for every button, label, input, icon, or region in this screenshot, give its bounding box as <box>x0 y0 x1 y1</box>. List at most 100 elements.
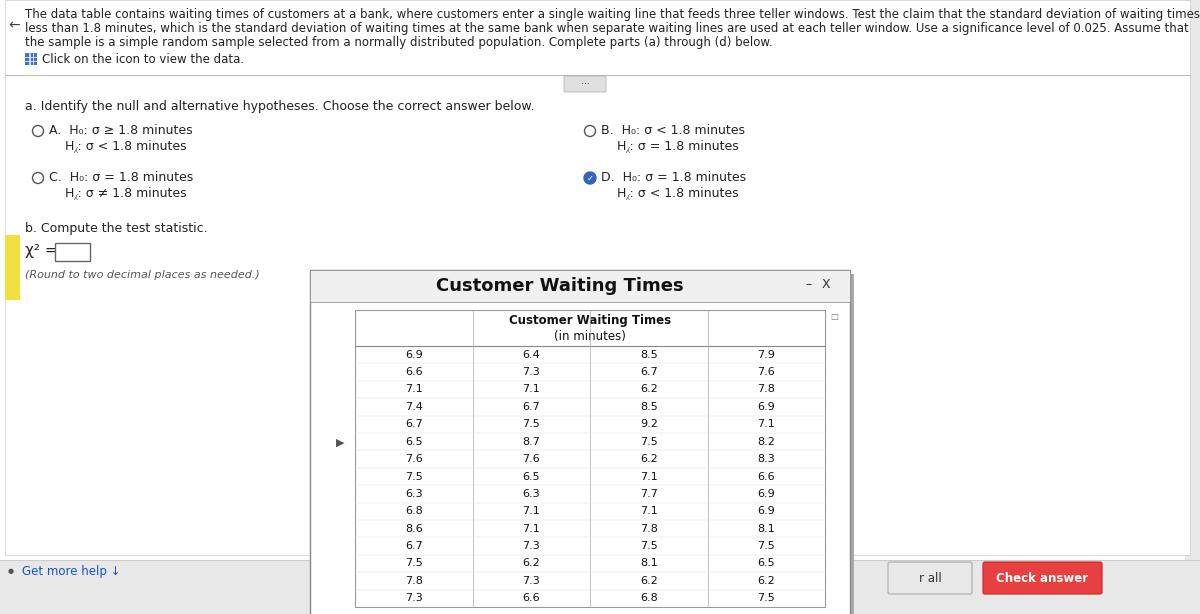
Text: 6.5: 6.5 <box>404 437 422 447</box>
Text: Customer Waiting Times: Customer Waiting Times <box>436 277 684 295</box>
Bar <box>5 235 20 300</box>
Text: 6.8: 6.8 <box>404 507 422 516</box>
FancyBboxPatch shape <box>564 76 606 92</box>
Text: 7.3: 7.3 <box>522 541 540 551</box>
Text: 8.1: 8.1 <box>757 524 775 534</box>
Text: less than 1.8 minutes, which is the standard deviation of waiting times at the s: less than 1.8 minutes, which is the stan… <box>25 22 1189 35</box>
Text: a. Identify the null and alternative hypotheses. Choose the correct answer below: a. Identify the null and alternative hyp… <box>25 100 534 113</box>
Text: H⁁: σ ≠ 1.8 minutes: H⁁: σ ≠ 1.8 minutes <box>49 187 187 200</box>
Text: 6.9: 6.9 <box>757 402 775 412</box>
Circle shape <box>584 172 596 184</box>
Text: C.  H₀: σ = 1.8 minutes: C. H₀: σ = 1.8 minutes <box>49 171 193 184</box>
Text: 6.3: 6.3 <box>404 489 422 499</box>
Text: 8.5: 8.5 <box>640 402 658 412</box>
Text: 7.1: 7.1 <box>640 472 658 481</box>
Text: ···: ··· <box>581 79 589 89</box>
Text: 7.5: 7.5 <box>640 541 658 551</box>
Text: H⁁: σ = 1.8 minutes: H⁁: σ = 1.8 minutes <box>601 140 739 153</box>
Text: ●: ● <box>8 568 14 574</box>
Text: H⁁: σ < 1.8 minutes: H⁁: σ < 1.8 minutes <box>49 140 187 153</box>
Bar <box>55 243 90 261</box>
Bar <box>310 270 850 302</box>
Text: (in minutes): (in minutes) <box>554 330 626 343</box>
Bar <box>25 53 37 65</box>
Text: 6.7: 6.7 <box>404 419 422 429</box>
Text: 7.3: 7.3 <box>404 593 422 604</box>
Text: A.  H₀: σ ≥ 1.8 minutes: A. H₀: σ ≥ 1.8 minutes <box>49 124 193 137</box>
Text: 9.2: 9.2 <box>640 419 658 429</box>
Text: 7.1: 7.1 <box>757 419 775 429</box>
Text: 6.2: 6.2 <box>640 454 658 464</box>
Text: Get more help ↓: Get more help ↓ <box>22 565 120 578</box>
Text: 7.5: 7.5 <box>404 559 422 569</box>
Text: 6.2: 6.2 <box>522 559 540 569</box>
Text: 7.6: 7.6 <box>522 454 540 464</box>
Text: 8.3: 8.3 <box>757 454 775 464</box>
Text: 7.5: 7.5 <box>757 541 775 551</box>
Text: 7.8: 7.8 <box>640 524 658 534</box>
Text: 7.3: 7.3 <box>522 367 540 377</box>
Text: 6.2: 6.2 <box>757 576 775 586</box>
Text: Check answer: Check answer <box>996 572 1088 585</box>
Text: 7.3: 7.3 <box>522 576 540 586</box>
Text: ←: ← <box>8 18 19 32</box>
Text: 7.5: 7.5 <box>757 593 775 604</box>
Text: b. Compute the test statistic.: b. Compute the test statistic. <box>25 222 208 235</box>
Text: the sample is a simple random sample selected from a normally distributed popula: the sample is a simple random sample sel… <box>25 36 773 49</box>
Text: H⁁: σ < 1.8 minutes: H⁁: σ < 1.8 minutes <box>601 187 739 200</box>
Text: 6.9: 6.9 <box>757 507 775 516</box>
Text: 6.6: 6.6 <box>522 593 540 604</box>
Text: 6.6: 6.6 <box>757 472 775 481</box>
Text: (Round to two decimal places as needed.): (Round to two decimal places as needed.) <box>25 270 259 280</box>
Bar <box>355 310 826 607</box>
Text: ▶: ▶ <box>336 438 344 448</box>
Text: 7.1: 7.1 <box>640 507 658 516</box>
Text: 8.5: 8.5 <box>640 350 658 360</box>
Text: 7.4: 7.4 <box>404 402 422 412</box>
Text: 7.6: 7.6 <box>404 454 422 464</box>
Text: 6.8: 6.8 <box>640 593 658 604</box>
Text: 7.1: 7.1 <box>522 507 540 516</box>
Text: Customer Waiting Times: Customer Waiting Times <box>509 314 671 327</box>
Text: 7.1: 7.1 <box>404 384 422 395</box>
Text: 6.2: 6.2 <box>640 384 658 395</box>
Text: 7.6: 7.6 <box>757 367 775 377</box>
Text: 7.5: 7.5 <box>522 419 540 429</box>
Text: 6.5: 6.5 <box>757 559 775 569</box>
Text: 6.4: 6.4 <box>522 350 540 360</box>
Text: □: □ <box>830 312 838 321</box>
Text: 7.9: 7.9 <box>757 350 775 360</box>
FancyBboxPatch shape <box>983 562 1102 594</box>
Text: The data table contains waiting times of customers at a bank, where customers en: The data table contains waiting times of… <box>25 8 1200 21</box>
FancyBboxPatch shape <box>888 562 972 594</box>
Text: r all: r all <box>919 572 941 585</box>
Text: 6.9: 6.9 <box>757 489 775 499</box>
Text: –: – <box>805 278 811 291</box>
Text: D.  H₀: σ = 1.8 minutes: D. H₀: σ = 1.8 minutes <box>601 171 746 184</box>
Text: B.  H₀: σ < 1.8 minutes: B. H₀: σ < 1.8 minutes <box>601 124 745 137</box>
Text: 6.5: 6.5 <box>522 472 540 481</box>
Text: ✓: ✓ <box>587 174 594 182</box>
Text: 7.5: 7.5 <box>404 472 422 481</box>
Text: 8.1: 8.1 <box>640 559 658 569</box>
Text: 7.8: 7.8 <box>757 384 775 395</box>
Text: 6.7: 6.7 <box>404 541 422 551</box>
Text: 7.1: 7.1 <box>522 524 540 534</box>
Text: 6.7: 6.7 <box>522 402 540 412</box>
Text: 7.1: 7.1 <box>522 384 540 395</box>
Text: χ² =: χ² = <box>25 243 62 258</box>
Text: 7.7: 7.7 <box>640 489 658 499</box>
Bar <box>314 274 854 614</box>
Text: 6.7: 6.7 <box>640 367 658 377</box>
Text: X: X <box>822 278 830 291</box>
Text: 8.6: 8.6 <box>404 524 422 534</box>
Text: 6.6: 6.6 <box>404 367 422 377</box>
Text: Click on the icon to view the data.: Click on the icon to view the data. <box>42 53 244 66</box>
Text: 7.8: 7.8 <box>404 576 422 586</box>
Text: 8.7: 8.7 <box>522 437 540 447</box>
Bar <box>310 270 850 614</box>
Text: 6.3: 6.3 <box>522 489 540 499</box>
Text: 6.9: 6.9 <box>404 350 422 360</box>
Text: 7.5: 7.5 <box>640 437 658 447</box>
Text: 8.2: 8.2 <box>757 437 775 447</box>
